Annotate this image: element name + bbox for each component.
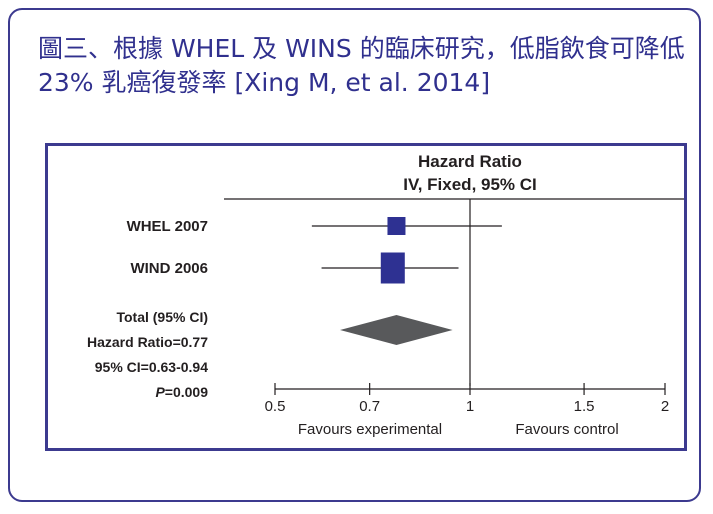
study-marker-whel [387,217,406,235]
x-axis-ticks: 0.5 0.7 1 1.5 2 [265,383,669,415]
study-label-wind: WIND 2006 [130,260,208,277]
study-marker-wind [380,252,405,284]
total-p-value: P=0.009 [155,384,208,400]
p-symbol: P [155,384,165,400]
x-tick-label: 0.7 [359,398,380,415]
x-tick-label: 1.5 [574,398,595,415]
header-method: IV, Fixed, 95% CI [403,175,537,194]
total-ci: 95% CI=0.63-0.94 [95,359,208,375]
figure-title: 圖三、根據 WHEL 及 WINS 的臨床研究，低脂飲食可降低 23% 乳癌復發… [38,34,685,97]
figure-frame: 圖三、根據 WHEL 及 WINS 的臨床研究，低脂飲食可降低 23% 乳癌復發… [8,8,701,502]
total-label: Total (95% CI) [116,309,208,325]
favours-experimental-label: Favours experimental [298,421,442,438]
x-tick-label: 1 [466,398,474,415]
x-tick-label: 0.5 [265,398,286,415]
total-diamond [340,315,453,345]
forest-plot-box: Hazard Ratio IV, Fixed, 95% CI WHEL 2007… [45,143,687,451]
x-tick-label: 2 [661,398,669,415]
header-hazard-ratio: Hazard Ratio [418,152,522,171]
total-hazard-ratio: Hazard Ratio=0.77 [87,334,208,350]
favours-control-label: Favours control [515,421,618,438]
forest-plot: Hazard Ratio IV, Fixed, 95% CI WHEL 2007… [87,152,684,438]
study-label-whel: WHEL 2007 [127,218,208,235]
p-value: =0.009 [165,384,208,400]
